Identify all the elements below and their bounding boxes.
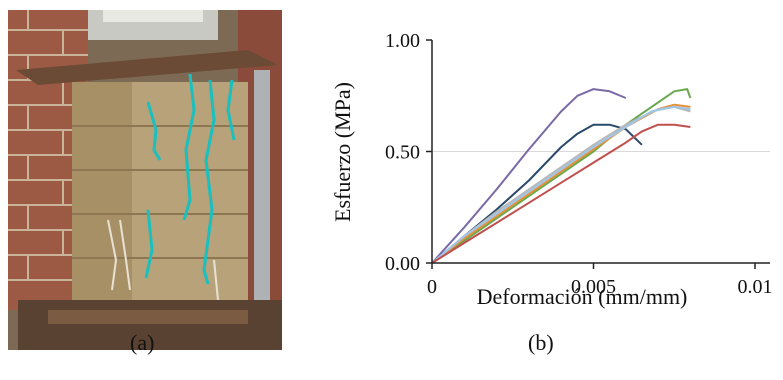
specimen-photo <box>8 10 282 350</box>
series-line-1 <box>431 88 627 264</box>
x-tick-label-0: 0 <box>427 276 437 298</box>
x-axis-label: Deformación (mm/mm) <box>477 284 688 309</box>
caption-a: (a) <box>130 330 155 355</box>
series-line-7 <box>431 123 691 264</box>
series-line-4 <box>431 103 691 264</box>
series-line-3 <box>431 88 692 264</box>
tick-labels: 0.00 0.50 1.00 0 0.005 0.01 <box>385 30 773 298</box>
axes <box>426 39 770 269</box>
series-layer <box>431 88 692 264</box>
caption-b: (b) <box>528 330 554 355</box>
series-line-6 <box>431 105 691 264</box>
x-tick-label-1: 0.005 <box>571 276 616 298</box>
y-tick-label-2: 1.00 <box>385 30 420 52</box>
y-tick-label-1: 0.50 <box>385 142 420 164</box>
y-tick-label-0: 0.00 <box>385 253 420 275</box>
x-tick-label-2: 0.01 <box>738 276 773 298</box>
y-axis-label: Esfuerzo (MPa) <box>330 82 355 222</box>
stress-strain-chart: 0.00 0.50 1.00 0 0.005 0.01 Esfuerzo (MPa) De… <box>330 30 773 309</box>
